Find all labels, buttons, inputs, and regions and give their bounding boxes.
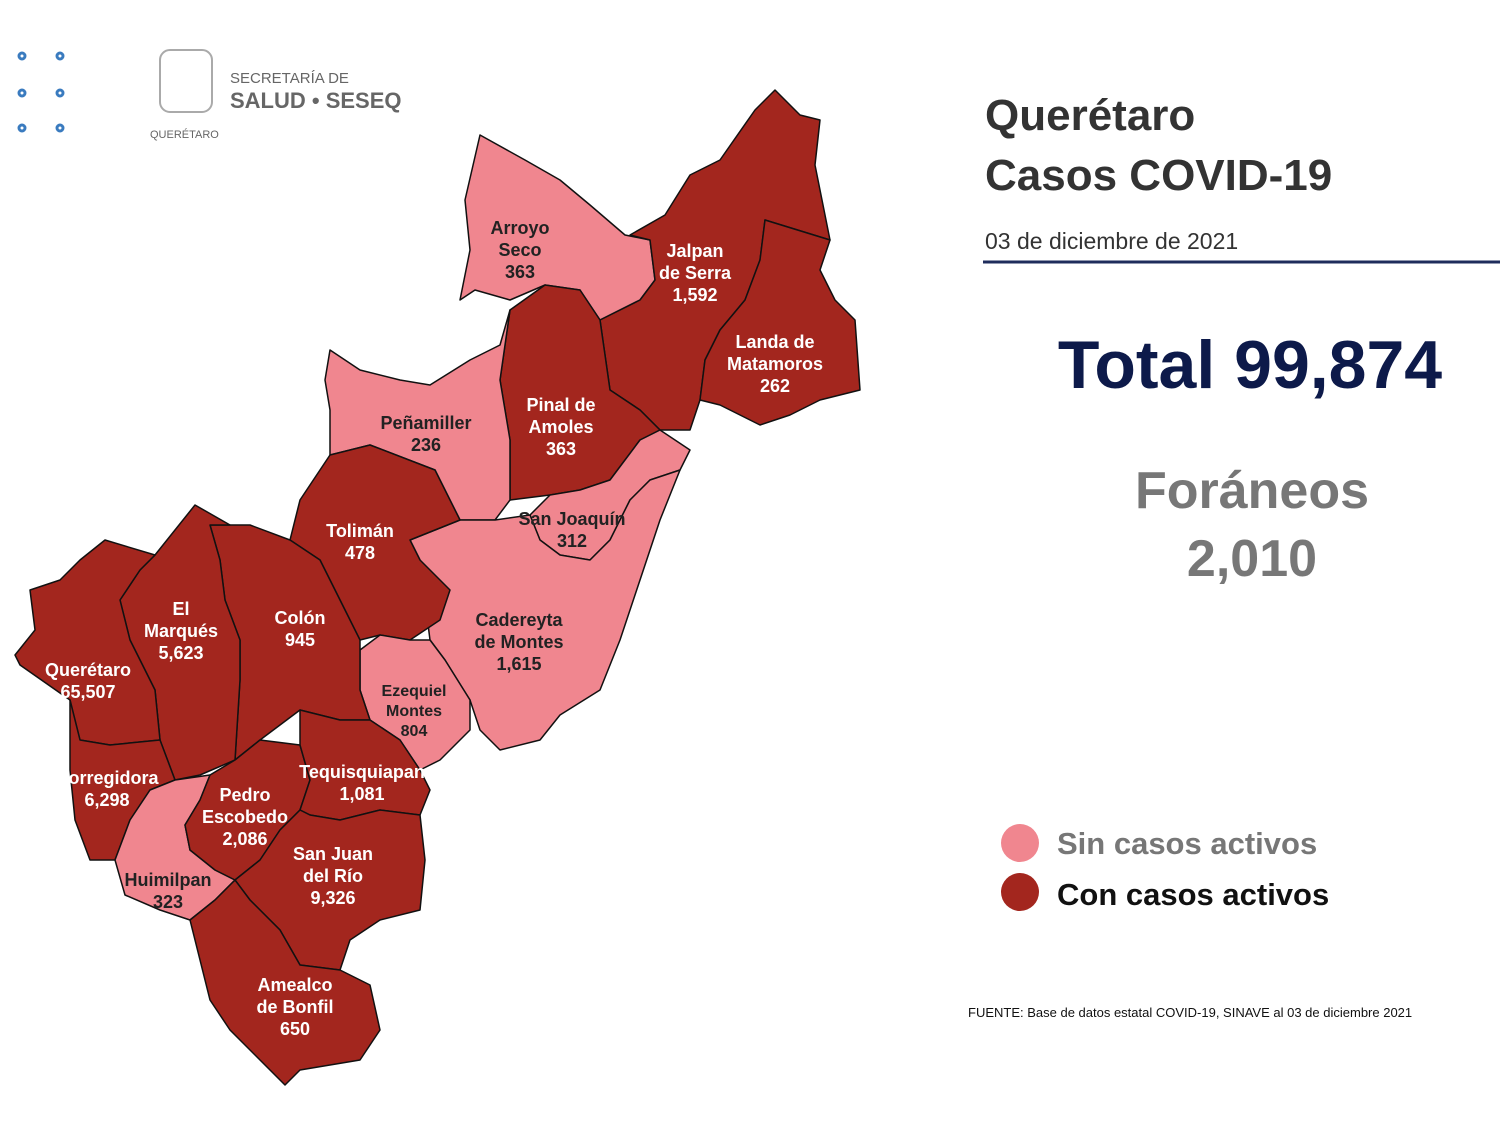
municipality-label: Arroyo Seco 363 [490,218,549,282]
title: Casos COVID-19 [985,151,1332,200]
municipality-name: Cadereyta [475,610,563,630]
municipality-name: San Joaquín [518,509,625,529]
municipality-label: Cadereyta de Montes 1,615 [474,610,563,674]
municipality-name: Peñamiller [380,413,471,433]
municipality-name: Tolimán [326,521,394,541]
municipality-name: Ezequiel [382,683,447,700]
municipality-name: El [172,599,189,619]
case-count: 9,326 [310,888,355,908]
case-count: 363 [505,262,535,282]
municipality [14,539,161,746]
municipality [324,309,511,521]
municipality-label: Pinal de Amoles 363 [526,395,595,459]
municipality-label: Landa de Matamoros 262 [727,332,823,396]
municipality-name: Querétaro [45,660,131,680]
municipality-label: Jalpan de Serra 1,592 [659,241,732,305]
logo-text: QUERÉTARO [150,128,219,141]
municipality-name: del Río [303,866,363,886]
case-count: 363 [546,439,576,459]
municipality-label: Ezequiel Montes 804 [382,683,447,740]
case-count: 1,592 [672,285,717,305]
municipality-label: Huimilpan 323 [124,870,211,912]
title: Querétaro [985,91,1195,140]
logo-text: SECRETARÍA DE [230,70,349,87]
municipality-label: Pedro Escobedo 2,086 [202,785,288,849]
foraneos-label: Foráneos [1135,462,1369,520]
map [14,89,861,1086]
municipality-name: de Bonfil [257,997,334,1017]
municipality [189,879,381,1086]
municipality-name: Arroyo [490,218,549,238]
municipality-name: Matamoros [727,354,823,374]
municipality-name: Pedro [219,785,270,805]
legend-swatch [1001,873,1039,911]
case-count: 945 [285,630,315,650]
municipality-name: San Juan [293,844,373,864]
case-count: 478 [345,543,375,563]
logo-text: SALUD • SESEQ [230,88,402,113]
logo-dots [17,51,65,133]
case-count: 65,507 [60,682,115,702]
case-count: 1,081 [339,784,384,804]
municipality-name: Jalpan [666,241,723,261]
municipality-label: San Joaquín 312 [518,509,625,551]
municipality-label: Querétaro 65,507 [45,660,131,702]
municipality-name: Landa de [735,332,814,352]
foraneos-value: 2,010 [1187,530,1317,588]
logo-emblem [159,49,213,113]
municipality-name: Colón [275,608,326,628]
case-count: 804 [401,723,428,740]
municipality [234,809,426,971]
footer: FUENTE: Base de datos estatal COVID-19, … [968,1005,1412,1020]
municipality-label: Peñamiller 236 [380,413,471,455]
case-count: 6,298 [84,790,129,810]
municipality-name: Montes [386,703,442,720]
legend-label: Sin casos activos [1057,826,1317,861]
legend-label: Con casos activos [1057,877,1329,912]
municipality-name: Escobedo [202,807,288,827]
municipality [699,219,861,426]
municipality-label: Tequisquiapan 1,081 [299,762,425,804]
municipality-name: Amealco [257,975,332,995]
municipality-label: Amealco de Bonfil 650 [257,975,334,1039]
municipality-label: El Marqués 5,623 [144,599,218,663]
municipality-label: Tolimán 478 [326,521,394,563]
municipality-name: Pinal de [526,395,595,415]
municipality-name: Tequisquiapan [299,762,425,782]
municipality-name: de Montes [474,632,563,652]
municipality-name: de Serra [659,263,732,283]
case-count: 312 [557,531,587,551]
case-count: 2,086 [222,829,267,849]
case-count: 650 [280,1019,310,1039]
municipality-name: Corregidora [55,768,159,788]
total: Total 99,874 [1058,327,1442,403]
case-count: 236 [411,435,441,455]
legend-swatch [1001,824,1039,862]
municipality-name: Amoles [528,417,593,437]
municipality-label: Corregidora 6,298 [55,768,159,810]
municipality-label: Colón 945 [275,608,326,650]
case-count: 262 [760,376,790,396]
municipality-label: San Juan del Río 9,326 [293,844,373,908]
municipality-name: Marqués [144,621,218,641]
municipality-name: Huimilpan [124,870,211,890]
municipality-name: Seco [498,240,541,260]
case-count: 5,623 [158,643,203,663]
date: 03 de diciembre de 2021 [985,228,1238,254]
case-count: 323 [153,892,183,912]
case-count: 1,615 [496,654,541,674]
